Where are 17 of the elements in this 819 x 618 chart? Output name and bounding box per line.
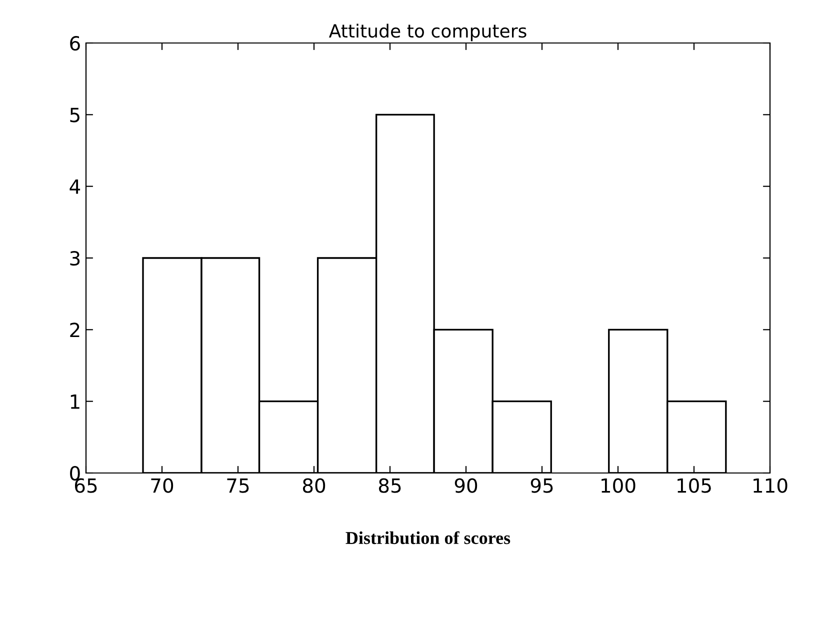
y-tick-label: 6: [70, 36, 80, 51]
x-tick-label: 110: [754, 478, 788, 493]
y-tick-label: 2: [70, 322, 80, 338]
y-tick-label: 3: [70, 250, 80, 266]
x-tick-label: 95: [530, 478, 553, 493]
chart-title: Attitude to computers: [328, 24, 526, 42]
x-tick-label: 70: [151, 478, 174, 493]
y-tick-label: 5: [70, 108, 80, 122]
x-tick-label: 90: [454, 478, 478, 493]
x-tick-label: 85: [378, 478, 401, 493]
y-tick-label: 4: [70, 180, 80, 194]
x-tick-label: 100: [602, 478, 636, 493]
x-axis-title: Distribution of scores: [346, 531, 510, 544]
x-tick-label: 75: [227, 478, 249, 493]
y-tick-label: 1: [70, 394, 80, 409]
x-tick-label: 105: [678, 478, 711, 493]
x-tick-label: 80: [302, 478, 326, 493]
